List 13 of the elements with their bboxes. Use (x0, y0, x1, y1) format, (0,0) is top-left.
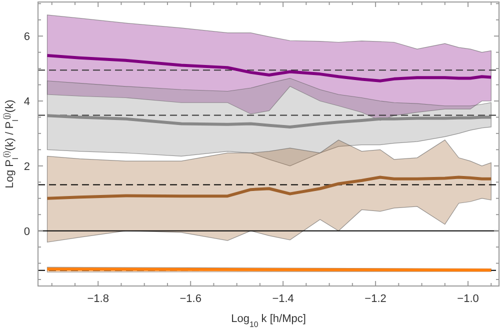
y-tick-label: 2 (24, 160, 30, 173)
y-tick-label: 6 (24, 31, 30, 44)
line-series (46, 176, 493, 200)
x-tick-label: −1.0 (457, 293, 479, 305)
x-tick-label: −1.8 (87, 293, 109, 305)
line-series (46, 54, 493, 82)
x-tick-label: −1.2 (364, 293, 386, 305)
line-series (46, 114, 493, 128)
x-axis-title: Log$_{10}$ k [h/Mpc] (231, 313, 306, 328)
x-tick-label: −1.4 (272, 293, 294, 305)
y-tick-label: 4 (24, 96, 30, 108)
y-tick-label: 0 (24, 226, 30, 238)
x-tick-label: −1.6 (180, 293, 202, 305)
